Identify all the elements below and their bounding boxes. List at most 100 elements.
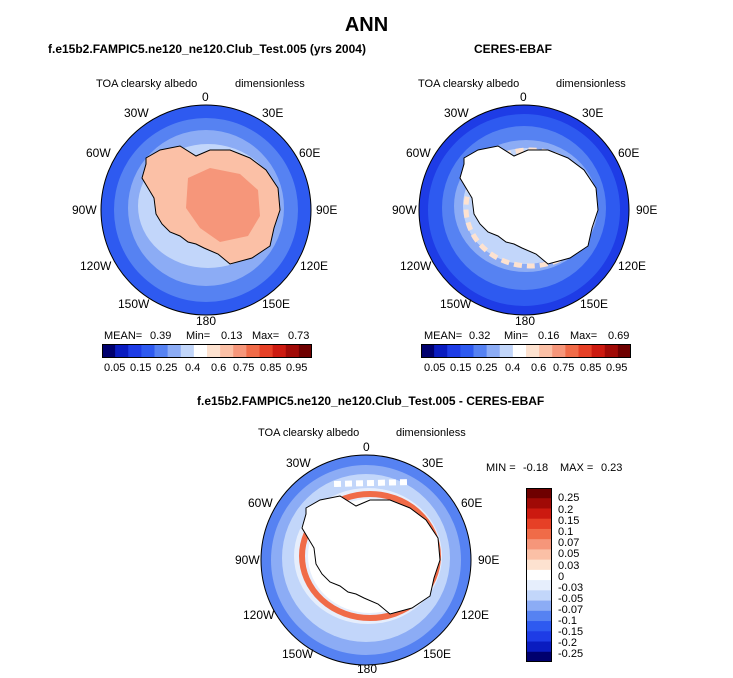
panel2-lon-60e: 60E [618, 146, 640, 160]
panel1-cbar-tick-7: 0.95 [286, 362, 308, 374]
colorbar-swatch [102, 344, 116, 358]
colorbar-swatch [565, 344, 579, 358]
panel3-cbar-tick-5: 0.05 [558, 548, 580, 560]
panel1-mean-label: MEAN= [104, 330, 143, 342]
panel2-lon-120w: 120W [400, 259, 432, 273]
panel1-lon-60e: 60E [299, 146, 321, 160]
panel3-max-value: 0.23 [601, 462, 623, 474]
colorbar-swatch [526, 488, 552, 499]
panel3-lon-0: 0 [363, 440, 370, 454]
panel2-lon-60w: 60W [406, 146, 431, 160]
panel1-max-value: 0.73 [288, 330, 310, 342]
colorbar-swatch [220, 344, 234, 358]
panel1-cbar-tick-1: 0.15 [130, 362, 152, 374]
panel2-cbar-tick-7: 0.95 [606, 362, 628, 374]
colorbar-border [102, 344, 312, 358]
panel1-title: f.e15b2.FAMPIC5.ne120_ne120.Club_Test.00… [48, 42, 366, 56]
panel3-units: dimensionless [396, 427, 466, 439]
panel1-lon-120e: 120E [300, 259, 329, 273]
panel3-cbar-tick-12: -0.15 [558, 626, 584, 638]
panel1-cbar-tick-4: 0.6 [211, 362, 227, 374]
panel3-cbar-tick-13: -0.2 [558, 637, 577, 649]
colorbar-swatch [526, 528, 552, 540]
colorbar-swatch [233, 344, 247, 358]
panel3-cbar-tick-2: 0.15 [558, 515, 580, 527]
colorbar-swatch [447, 344, 461, 358]
colorbar-swatch [512, 344, 527, 358]
panel2-cbar-tick-4: 0.6 [531, 362, 547, 374]
panel2-polar-map [418, 104, 630, 316]
panel3-lon-150w: 150W [282, 647, 314, 661]
main-title: ANN [344, 14, 389, 36]
panel3-cbar-tick-1: 0.2 [558, 504, 574, 516]
colorbar-swatch [526, 651, 552, 662]
panel2-cbar-tick-2: 0.25 [476, 362, 498, 374]
panel3-lon-30e: 30E [422, 456, 444, 470]
antarctica-landmass [459, 145, 599, 265]
colorbar-swatch [473, 344, 488, 358]
colorbar-swatch [526, 559, 552, 571]
colorbar-swatch [154, 344, 169, 358]
colorbar-swatch [526, 600, 552, 612]
colorbar-swatch [617, 344, 631, 358]
panel2-variable: TOA clearsky albedo [418, 78, 520, 90]
colorbar-swatch [591, 344, 606, 358]
colorbar-swatch [246, 344, 260, 358]
panel1-cbar-tick-0: 0.05 [104, 362, 126, 374]
panel3-cbar-tick-11: -0.1 [558, 615, 577, 627]
colorbar-border [526, 488, 552, 662]
panel2-min-value: 0.16 [538, 330, 560, 342]
colorbar-swatch [298, 344, 312, 358]
panel1-lon-90w: 90W [72, 203, 97, 217]
panel3-cbar-tick-7: 0 [558, 571, 565, 583]
colorbar-swatch [526, 580, 552, 591]
panel1-min-value: 0.13 [221, 330, 243, 342]
panel3-max-label: MAX = [560, 462, 594, 474]
panel1-cbar-tick-5: 0.75 [233, 362, 255, 374]
colorbar-swatch [434, 344, 448, 358]
panel2-lon-150w: 150W [440, 297, 472, 311]
colorbar-swatch [207, 344, 221, 358]
panel2-lon-30e: 30E [582, 106, 604, 120]
panel2-mean-value: 0.32 [469, 330, 491, 342]
colorbar-swatch [180, 344, 195, 358]
colorbar-swatch [604, 344, 619, 358]
colorbar-swatch [526, 631, 552, 643]
colorbar-swatch [167, 344, 182, 358]
panel1-variable: TOA clearsky albedo [96, 78, 198, 90]
panel2-title: CERES-EBAF [474, 42, 553, 56]
panel3-min-label: MIN = [486, 462, 516, 474]
panel3-lon-90w: 90W [235, 553, 260, 567]
colorbar-border [421, 344, 631, 358]
panel3-lon-30w: 30W [286, 456, 311, 470]
colorbar-swatch [539, 344, 553, 358]
colorbar-swatch [193, 344, 208, 358]
white-dashed-arc [333, 479, 411, 487]
colorbar-swatch [285, 344, 300, 358]
panel1-lon-60w: 60W [86, 146, 111, 160]
panel2-cbar-tick-3: 0.4 [505, 362, 521, 374]
panel2-mean-label: MEAN= [424, 330, 463, 342]
colorbar-swatch [526, 641, 552, 653]
panel3-cbar-tick-6: 0.03 [558, 560, 580, 572]
panel3-cbar-tick-3: 0.1 [558, 526, 574, 538]
panel2-cbar-tick-0: 0.05 [424, 362, 446, 374]
panel1-lon-150w: 150W [118, 297, 150, 311]
panel3-lon-60w: 60W [248, 496, 273, 510]
panel2-max-value: 0.69 [608, 330, 630, 342]
panel3-lon-180: 180 [357, 662, 378, 676]
colorbar-swatch [526, 539, 552, 550]
colorbar-swatch [141, 344, 155, 358]
colorbar-swatch [272, 344, 287, 358]
antarctica-landmass [301, 495, 441, 615]
panel1-lon-30e: 30E [262, 106, 284, 120]
panel1-colorbar [102, 344, 312, 358]
panel1-mean-value: 0.39 [150, 330, 172, 342]
panel2-lon-30w: 30W [444, 106, 469, 120]
panel2-cbar-tick-5: 0.75 [553, 362, 575, 374]
colorbar-swatch [552, 344, 566, 358]
panel3-lon-90e: 90E [478, 553, 500, 567]
east-antarctic-plateau [186, 168, 260, 242]
panel2-max-label: Max= [570, 330, 598, 342]
panel3-colorbar [526, 488, 552, 662]
